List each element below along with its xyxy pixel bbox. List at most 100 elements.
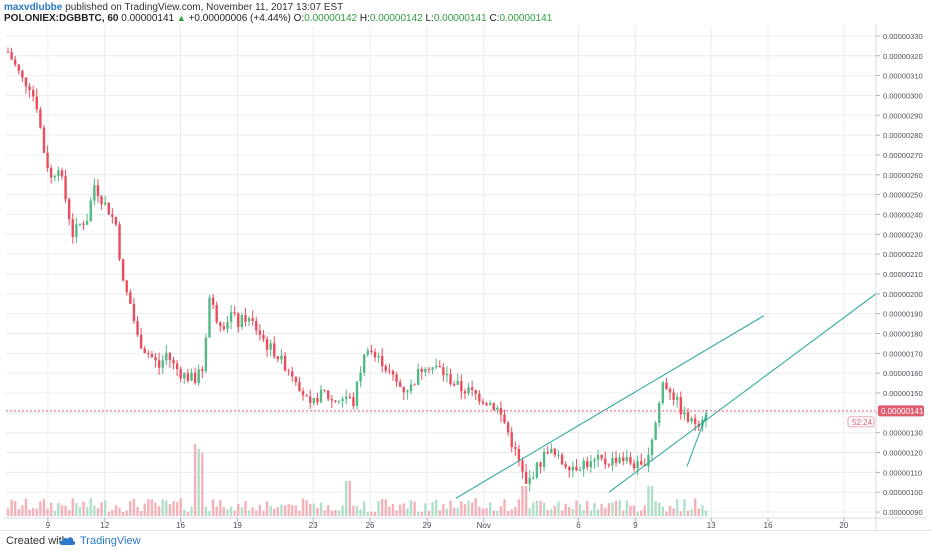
volume-bar <box>337 510 341 516</box>
volume-bar <box>211 499 215 516</box>
candle-body <box>60 170 64 177</box>
volume-bar <box>345 481 348 516</box>
publish-line: maxvdlubbe published on TradingView.com,… <box>4 2 343 13</box>
candle-body <box>564 464 567 468</box>
y-tick-label: 0.00000200 <box>883 290 923 299</box>
x-tick-label: 9 <box>633 521 638 530</box>
y-tick-label: 0.00000240 <box>883 210 923 219</box>
volume-bar <box>373 511 377 516</box>
candle-body <box>370 350 373 352</box>
volume-bar <box>582 509 585 516</box>
volume-bar <box>481 508 485 516</box>
candle-body <box>147 353 150 355</box>
volume-bar <box>449 500 452 516</box>
volume-bar <box>309 504 312 516</box>
candle-body <box>287 370 290 372</box>
candle-body <box>600 454 603 459</box>
volume-bar <box>532 502 535 516</box>
volume-bar <box>273 508 276 516</box>
volume-bar <box>514 507 517 516</box>
candle-body <box>384 366 387 371</box>
candle-body <box>406 391 409 393</box>
y-tick-label: 0.00000090 <box>883 508 923 517</box>
candle-body <box>679 397 683 415</box>
candle-body <box>150 354 154 357</box>
volume-bar <box>287 504 290 516</box>
last-price-tag-value: 0.00000141 <box>881 407 924 416</box>
candle-body <box>337 401 341 403</box>
y-tick-label: 0.00000160 <box>883 369 923 378</box>
candle-body <box>96 185 100 197</box>
volume-bar <box>240 507 244 516</box>
candle-body <box>416 368 420 385</box>
candle-body <box>172 360 175 364</box>
candle-body <box>107 202 110 215</box>
chart-area[interactable]: 0.00000330 0.00000320 0.00000310 0.00000300… <box>4 24 926 530</box>
candle-body <box>193 372 197 383</box>
volume-bar <box>298 510 301 516</box>
volume-bar <box>409 500 413 516</box>
volume-bar <box>622 510 625 516</box>
tradingview-cloud-icon[interactable] <box>58 534 76 548</box>
volume-bar <box>611 502 614 516</box>
volume-bar <box>111 509 114 516</box>
candle-body <box>132 304 136 322</box>
author-link[interactable]: maxvdlubbe <box>4 2 63 13</box>
volume-bar <box>604 507 607 516</box>
candle-body <box>31 90 35 97</box>
volume-bar <box>247 510 251 516</box>
volume-bar <box>442 503 445 516</box>
candle-body <box>694 418 697 424</box>
candle-body <box>535 462 539 478</box>
volume-bar <box>503 499 506 516</box>
candle-body <box>154 356 157 361</box>
candle-body <box>183 373 186 379</box>
volume-bar <box>172 501 175 516</box>
candle-body <box>10 51 13 60</box>
x-tick-label: 19 <box>233 521 242 530</box>
volume-bar <box>85 506 89 516</box>
volume-bar <box>129 501 132 516</box>
volume-bar <box>82 501 85 516</box>
volume-bar <box>420 511 423 516</box>
trendline[interactable] <box>686 412 708 467</box>
candle-body <box>75 224 78 238</box>
volume-bar <box>64 505 67 516</box>
volume-bar <box>467 500 470 516</box>
trendline[interactable] <box>455 315 765 499</box>
y-tick-label: 0.00000100 <box>883 488 923 497</box>
candle-body <box>348 396 352 398</box>
volume-bar <box>262 510 265 516</box>
volume-bar <box>445 508 449 516</box>
volume-bar <box>348 481 352 516</box>
volume-bar <box>89 498 92 516</box>
candle-body <box>517 449 521 461</box>
x-tick-label: 20 <box>839 521 848 530</box>
volume-bar <box>139 511 143 516</box>
candle-body <box>488 403 492 405</box>
candle-body <box>557 454 560 456</box>
candle-body <box>197 369 200 383</box>
volume-bar <box>496 510 499 516</box>
tradingview-brand-link[interactable]: TradingView <box>80 535 141 547</box>
candle-body <box>629 457 632 464</box>
volume-bar <box>571 508 575 516</box>
candle-body <box>593 459 596 462</box>
candle-body <box>442 367 445 376</box>
candle-body <box>13 59 17 65</box>
trendline[interactable] <box>608 293 877 493</box>
volume-bar <box>510 509 513 516</box>
volume-bar <box>57 502 60 516</box>
volume-bar <box>474 498 477 516</box>
volume-bar <box>208 511 211 516</box>
price-chart[interactable]: 0.00000330 0.00000320 0.00000310 0.00000300… <box>4 24 926 530</box>
volume-bar <box>255 510 258 516</box>
volume-bar <box>93 505 96 516</box>
volume-bar <box>463 504 467 516</box>
candle-body <box>614 457 618 463</box>
candle-body <box>420 368 423 372</box>
candle-body <box>71 219 74 238</box>
countdown-bg <box>847 416 875 428</box>
candle-body <box>258 330 262 335</box>
x-tick-label: 6 <box>576 521 581 530</box>
